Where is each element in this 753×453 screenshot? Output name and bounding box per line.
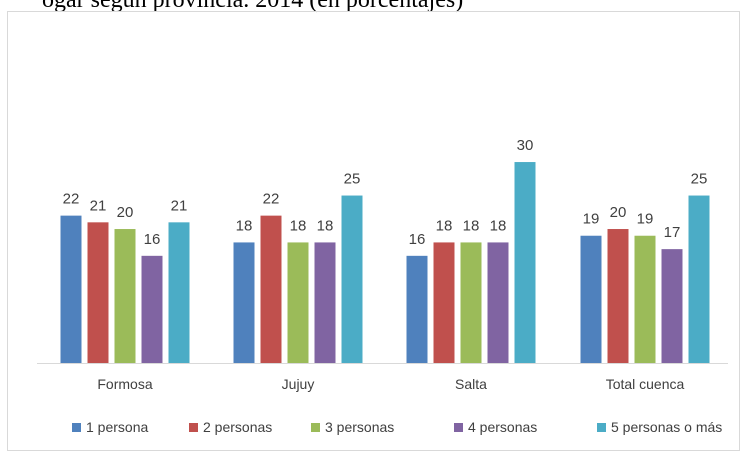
legend-swatch-1-persona <box>72 423 81 432</box>
bar-total-cuenca-5-personas-o-mas <box>688 195 710 363</box>
bar-jujuy-1-persona <box>233 242 255 363</box>
data-label-jujuy-2-personas: 22 <box>263 191 280 208</box>
bar-total-cuenca-3-personas <box>634 235 656 363</box>
data-label-total-cuenca-2-personas: 20 <box>610 204 627 221</box>
bar-jujuy-3-personas <box>287 242 309 363</box>
category-label-salta: Salta <box>455 376 487 392</box>
legend-swatch-3-personas <box>311 423 320 432</box>
bars-layer <box>60 162 710 363</box>
category-labels-layer: Formosa Jujuy Salta Total cuenca <box>97 376 684 392</box>
legend-swatch-2-personas <box>189 423 198 432</box>
bar-total-cuenca-1-persona <box>580 235 602 363</box>
bar-formosa-5-personas-o-mas <box>168 222 190 363</box>
bar-salta-5-personas-o-mas <box>514 162 536 363</box>
category-label-jujuy: Jujuy <box>282 376 315 392</box>
legend-item-1-persona: 1 persona <box>72 419 148 435</box>
data-label-formosa-2-personas: 21 <box>90 197 107 214</box>
chart-frame <box>7 11 740 451</box>
legend-label-5-personas-o-mas: 5 personas o más <box>611 419 722 435</box>
bar-jujuy-5-personas-o-mas <box>341 195 363 363</box>
bar-salta-1-persona <box>406 255 428 363</box>
category-label-total-cuenca: Total cuenca <box>606 376 685 392</box>
legend-item-2-personas: 2 personas <box>189 419 272 435</box>
bar-formosa-2-personas <box>87 222 109 363</box>
data-label-total-cuenca-5-personas-o-mas: 25 <box>691 171 708 188</box>
data-label-salta-4-personas: 18 <box>490 217 507 234</box>
data-label-jujuy-5-personas-o-mas: 25 <box>344 171 361 188</box>
data-label-total-cuenca-3-personas: 19 <box>637 211 654 228</box>
bar-jujuy-4-personas <box>314 242 336 363</box>
bar-salta-2-personas <box>433 242 455 363</box>
data-label-total-cuenca-1-persona: 19 <box>583 211 600 228</box>
bar-formosa-4-personas <box>141 255 163 363</box>
data-label-jujuy-3-personas: 18 <box>290 217 307 234</box>
legend-swatch-5-personas-o-mas <box>597 423 606 432</box>
data-label-jujuy-4-personas: 18 <box>317 217 334 234</box>
legend-swatch-4-personas <box>454 423 463 432</box>
bar-salta-4-personas <box>487 242 509 363</box>
legend-item-5-personas-o-mas: 5 personas o más <box>597 419 722 435</box>
legend-label-3-personas: 3 personas <box>325 419 394 435</box>
legend-label-2-personas: 2 personas <box>203 419 272 435</box>
bar-total-cuenca-4-personas <box>661 249 683 363</box>
data-label-formosa-4-personas: 16 <box>144 231 161 248</box>
data-label-jujuy-1-persona: 18 <box>236 217 253 234</box>
bar-jujuy-2-personas <box>260 215 282 363</box>
legend: 1 persona 2 personas 3 personas 4 personas 5… <box>72 419 722 435</box>
legend-label-1-persona: 1 persona <box>86 419 148 435</box>
bar-formosa-1-persona <box>60 215 82 363</box>
data-label-salta-1-persona: 16 <box>409 231 426 248</box>
data-label-formosa-1-persona: 22 <box>63 191 80 208</box>
data-label-salta-2-personas: 18 <box>436 217 453 234</box>
data-label-salta-3-personas: 18 <box>463 217 480 234</box>
category-label-formosa: Formosa <box>97 376 152 392</box>
data-label-formosa-5-personas-o-mas: 21 <box>171 197 188 214</box>
bar-total-cuenca-2-personas <box>607 229 629 363</box>
data-label-formosa-3-personas: 20 <box>117 204 134 221</box>
legend-item-4-personas: 4 personas <box>454 419 537 435</box>
data-labels-layer: 22 21 20 16 21 18 22 18 18 25 16 18 18 18 30 19 20 19 17 25 <box>63 137 708 248</box>
data-label-salta-5-personas-o-mas: 30 <box>517 137 534 154</box>
page-title: ogar según provincia. 2014 (en porcentaj… <box>42 0 464 13</box>
bar-salta-3-personas <box>460 242 482 363</box>
data-label-total-cuenca-4-personas: 17 <box>664 224 681 241</box>
legend-label-4-personas: 4 personas <box>468 419 537 435</box>
legend-item-3-personas: 3 personas <box>311 419 394 435</box>
bar-formosa-3-personas <box>114 229 136 363</box>
